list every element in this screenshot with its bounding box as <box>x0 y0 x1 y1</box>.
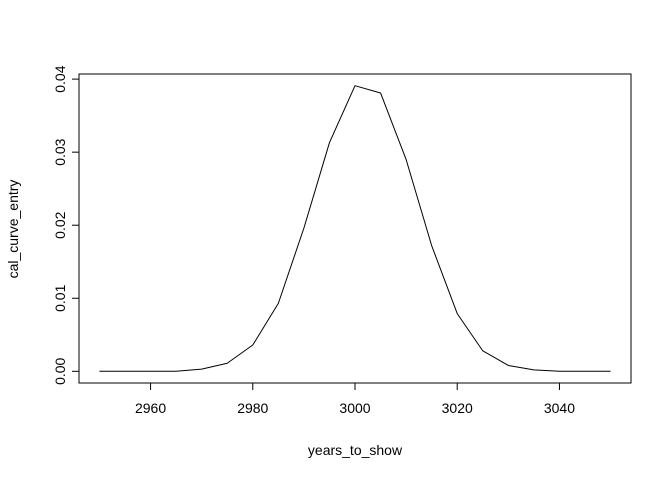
y-tick-label: 0.04 <box>52 65 68 92</box>
x-tick-label: 2960 <box>135 400 166 416</box>
series-line <box>99 85 611 372</box>
x-tick-label: 3040 <box>544 400 575 416</box>
x-tick-label: 3020 <box>442 400 473 416</box>
y-tick-label: 0.01 <box>52 284 68 311</box>
y-axis: 0.00 0.01 0.02 0.03 0.04 <box>52 65 80 385</box>
y-tick-label: 0.03 <box>52 138 68 165</box>
y-axis-title: cal_curve_entry <box>5 180 21 279</box>
x-tick-label: 3000 <box>339 400 370 416</box>
series-layer <box>99 85 611 372</box>
x-tick-label: 2980 <box>237 400 268 416</box>
y-tick-label: 0.00 <box>52 357 68 384</box>
x-axis: 2960 2980 3000 3020 3040 <box>135 382 575 416</box>
x-axis-title: years_to_show <box>308 442 403 458</box>
y-tick-label: 0.02 <box>52 211 68 238</box>
plot-frame <box>78 73 632 384</box>
